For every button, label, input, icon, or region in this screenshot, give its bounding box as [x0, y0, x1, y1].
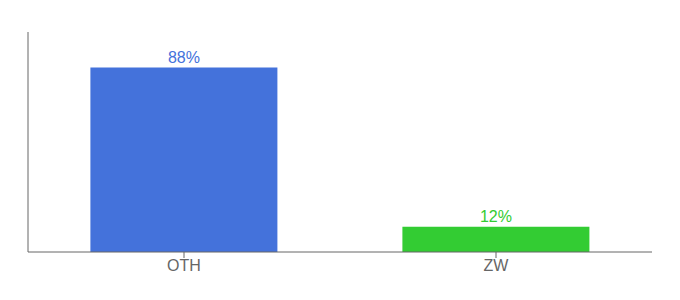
svg-text:88%: 88%: [168, 49, 200, 66]
svg-text:OTH: OTH: [167, 257, 201, 274]
svg-text:ZW: ZW: [484, 257, 510, 274]
svg-text:12%: 12%: [480, 208, 512, 225]
